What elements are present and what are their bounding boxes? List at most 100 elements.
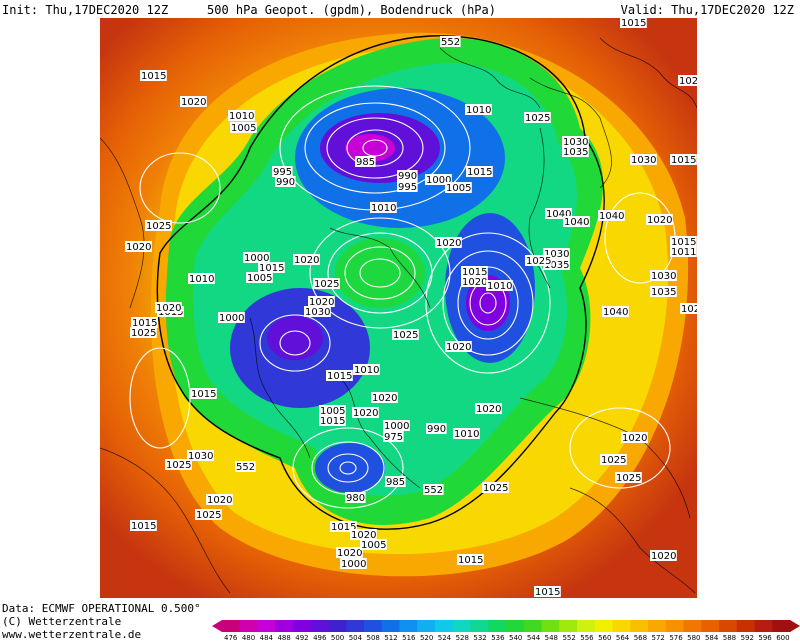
isobar-ring — [344, 246, 416, 300]
pressure-label-text: 1025 — [196, 510, 221, 521]
pressure-label: 1030 — [543, 248, 570, 260]
pressure-label: 1010 — [465, 104, 492, 116]
pressure-label: 1015 — [131, 317, 158, 329]
pressure-label: 1020 — [435, 237, 462, 249]
pressure-label-text: 1020 — [372, 393, 397, 404]
pressure-label: 1040 — [598, 210, 625, 222]
coastline — [329, 227, 431, 309]
pressure-label-text: 1020 — [294, 255, 319, 266]
pressure-label-text: 1015 — [259, 263, 284, 274]
pressure-label-text: 1015 — [331, 522, 356, 533]
pressure-label-text: 1000 — [384, 421, 409, 432]
pressure-label-text: 1025 — [166, 460, 191, 471]
pressure-label-text: 1020 — [351, 530, 376, 541]
pressure-label-text: 1030 — [305, 307, 330, 318]
legend-tick-label: 532 — [473, 634, 487, 642]
legend-tick-label: 560 — [598, 634, 612, 642]
legend-tick-label: 584 — [704, 634, 719, 642]
pressure-label: 1020 — [206, 494, 233, 506]
isobar-group — [129, 85, 676, 509]
pressure-label: 1005 — [319, 405, 346, 417]
pressure-label: 1020 — [308, 296, 335, 308]
pressure-label: 975 — [383, 431, 404, 443]
pressure-label: 1020 — [155, 302, 182, 314]
isobar-ring — [326, 117, 424, 179]
legend-tick-label: 556 — [580, 634, 594, 642]
pressure-label-text: 1020 — [181, 97, 206, 108]
legend-arrow-right — [790, 620, 800, 632]
legend-swatch — [452, 620, 471, 632]
coastline — [529, 77, 612, 189]
pressure-label-text: 995 — [398, 182, 417, 193]
pressure-label-text: 975 — [384, 432, 403, 443]
pressure-label: 552 — [423, 484, 444, 496]
pressure-label-text: 1015 — [535, 587, 560, 598]
legend-swatch — [310, 620, 329, 632]
purple-low-west — [267, 316, 323, 360]
pressure-label: 1000 — [218, 312, 245, 324]
copyright: (C) Wetterzentrale — [2, 615, 122, 628]
legend-swatch — [754, 620, 773, 632]
data-source: Data: ECMWF OPERATIONAL 0.500° — [2, 602, 201, 615]
pressure-label-text: 1030 — [563, 137, 588, 148]
legend-tick-label: 576 — [669, 634, 683, 642]
pressure-label: 1005 — [230, 122, 257, 134]
pressure-label-text: 1015 — [462, 267, 487, 278]
pressure-label-text: 1040 — [599, 211, 624, 222]
pressure-label: 1025 — [392, 329, 419, 341]
pressure-label: 1025 — [525, 255, 552, 267]
pressure-label: 1040 — [602, 306, 629, 318]
legend-tick-label: 564 — [615, 634, 630, 642]
legend-swatch — [257, 620, 276, 632]
pressure-label: 1015 — [670, 154, 697, 166]
pressure-label: 1005 — [246, 272, 273, 284]
pressure-label: 1035 — [543, 259, 570, 271]
pressure-label: 1015 — [258, 262, 285, 274]
pressure-label-text: 1010 — [466, 105, 491, 116]
pressure-label: 1020 — [352, 407, 379, 419]
pressure-label-text: 1015 — [320, 416, 345, 427]
pressure-label: 1020 — [475, 403, 502, 415]
legend-tick-label: 504 — [348, 634, 363, 642]
blue-low-south — [315, 443, 385, 493]
pressure-label: 1020 — [336, 547, 363, 559]
isobar-ring — [304, 102, 446, 194]
legend-tick-label: 536 — [491, 634, 505, 642]
isobar-ring — [309, 217, 451, 329]
legend-swatch — [506, 620, 525, 632]
pressure-label-text: 1020 — [462, 277, 487, 288]
pressure-label-text: 1000 — [426, 175, 451, 186]
isobar-ring — [327, 453, 369, 483]
pressure-label: 1035 — [650, 286, 677, 298]
pressure-label-text: 1030 — [188, 451, 213, 462]
pressure-label-text: 1020 — [337, 548, 362, 559]
pressure-label-text: 1020 — [476, 404, 501, 415]
pressure-label: 1020 — [646, 214, 673, 226]
pressure-label-text: 1025 — [616, 473, 641, 484]
pressure-label-text: 995 — [273, 167, 292, 178]
weather-map: 5521015102010151020101010051010102510301… — [100, 18, 697, 598]
pressure-label-text: 1015 — [621, 18, 646, 29]
legend-swatch — [222, 620, 241, 632]
legend-tick-label: 520 — [419, 634, 434, 642]
pressure-label: 1020 — [293, 254, 320, 266]
legend-swatch — [630, 620, 649, 632]
pressure-label: 1000 — [425, 174, 452, 186]
pressure-label: 1011 — [670, 246, 697, 258]
legend-swatch — [417, 620, 436, 632]
pressure-label-text: 1010 — [189, 274, 214, 285]
valid-time: Valid: Thu,17DEC2020 12Z — [620, 3, 794, 17]
legend-swatch — [435, 620, 454, 632]
pressure-label: 1025 — [145, 220, 172, 232]
pressure-label-text: 1015 — [467, 167, 492, 178]
isobar-ring — [425, 232, 551, 374]
legend-swatch — [239, 620, 258, 632]
legend-swatch — [541, 620, 560, 632]
isobar-ring — [359, 258, 401, 288]
legend-swatch — [381, 620, 400, 632]
pressure-label-text: 552 — [441, 37, 460, 48]
legend-tick-label: 592 — [740, 634, 754, 642]
pressure-label-text: 1020 — [679, 76, 697, 87]
pressure-label: 1010 — [486, 280, 513, 292]
pressure-label-text: 1030 — [631, 155, 656, 166]
